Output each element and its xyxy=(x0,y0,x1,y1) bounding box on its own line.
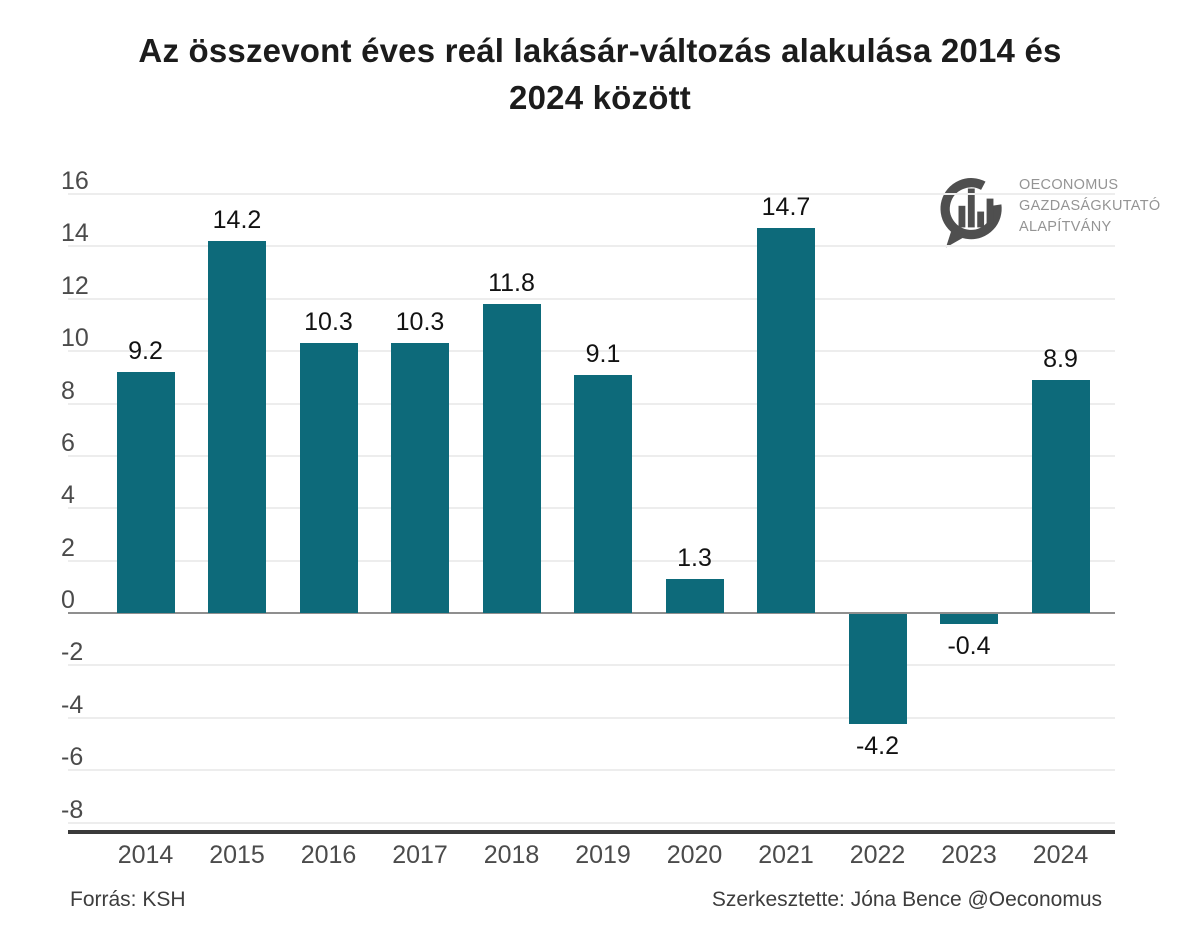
bar-2021 xyxy=(757,228,815,614)
y-tick-label: 12 xyxy=(61,271,89,300)
bar-value-label: 1.3 xyxy=(677,543,712,572)
editor-credit-label: Szerkesztette: Jóna Bence @Oeconomus xyxy=(711,888,1102,911)
oeconomus-logo-mark xyxy=(940,178,1002,248)
y-tick-label: 10 xyxy=(61,324,89,353)
bar-value-label: 11.8 xyxy=(488,268,535,297)
bar-2014 xyxy=(116,372,175,614)
bar-2024 xyxy=(1031,379,1090,614)
bar-2015 xyxy=(208,241,266,614)
bar-2016 xyxy=(299,343,358,614)
y-tick-label: -8 xyxy=(61,795,84,824)
bar-value-label: 14.7 xyxy=(761,193,811,222)
x-tick-label: 2023 xyxy=(941,841,997,869)
y-tick-label: 8 xyxy=(61,376,75,405)
x-tick-label: 2018 xyxy=(483,841,540,869)
x-tick-label: 2017 xyxy=(392,841,448,869)
bar-2018 xyxy=(482,303,541,614)
y-tick-label: 16 xyxy=(61,167,89,195)
y-tick-label: 2 xyxy=(61,533,75,562)
logo-bars xyxy=(958,188,994,228)
bar-2023 xyxy=(940,614,998,625)
x-tick-label: 2016 xyxy=(300,841,357,869)
x-tick-label: 2022 xyxy=(849,841,906,869)
logo-text-line: OECONOMUS xyxy=(1019,177,1119,193)
gridline xyxy=(68,821,1115,824)
y-tick-label: 0 xyxy=(61,586,75,615)
gridline xyxy=(68,350,1115,353)
zero-baseline xyxy=(68,612,1115,615)
gridline xyxy=(68,297,1115,300)
chart-title: Az összevont éves reál lakásár-változás … xyxy=(138,32,1062,116)
plot-area: 16 14 12 10 8 6 4 2 0 -2 -4 -6 -8 9.2 14.2 10.3 10.3 11.8… xyxy=(61,167,1115,834)
bar-2017 xyxy=(391,343,449,614)
speech-bubble-ring xyxy=(940,178,1002,240)
x-tick-label: 2019 xyxy=(575,841,631,869)
logo-text-line: GAZDASÁGKUTATÓ xyxy=(1019,198,1161,214)
logo-text-line: ALAPÍTVÁNY xyxy=(1019,219,1112,235)
gridline xyxy=(68,664,1115,667)
y-tick-label: 4 xyxy=(61,481,75,510)
x-tick-label: 2020 xyxy=(666,841,723,869)
x-tick-label: 2024 xyxy=(1032,841,1089,869)
y-tick-label: 14 xyxy=(61,219,89,248)
y-tick-label: -2 xyxy=(61,638,84,667)
gridline xyxy=(68,716,1115,719)
x-tick-label: 2015 xyxy=(209,841,265,869)
bar-value-label: 10.3 xyxy=(304,308,353,337)
gridline xyxy=(68,193,1115,195)
y-tick-label: -6 xyxy=(61,743,84,772)
x-tick-label: 2014 xyxy=(117,841,174,869)
y-tick-label: -4 xyxy=(61,690,84,719)
bar-value-label: 9.1 xyxy=(585,339,621,368)
bar-value-label: 9.2 xyxy=(128,337,163,366)
bar-value-label: 8.9 xyxy=(1043,344,1078,373)
x-tick-label: 2021 xyxy=(758,841,814,869)
bar-2019 xyxy=(574,374,632,614)
bar-value-label: -0.4 xyxy=(947,632,991,661)
oeconomus-logo-text: OECONOMUS GAZDASÁGKUTATÓ ALAPÍTVÁNY xyxy=(1019,175,1160,238)
bar-value-label: 14.2 xyxy=(212,206,262,235)
bar-value-label: -4.2 xyxy=(855,731,900,760)
speech-bubble-tail xyxy=(945,227,967,248)
bar-2020 xyxy=(665,578,724,614)
gridline xyxy=(68,245,1115,248)
bar-2022 xyxy=(848,614,907,724)
bar-value-label: 10.3 xyxy=(395,308,445,337)
source-label: Forrás: KSH xyxy=(70,888,186,911)
gridline xyxy=(68,769,1115,772)
oeconomus-logo: OECONOMUS GAZDASÁGKUTATÓ ALAPÍTVÁNY xyxy=(938,166,1160,260)
y-tick-label: 6 xyxy=(61,428,75,457)
